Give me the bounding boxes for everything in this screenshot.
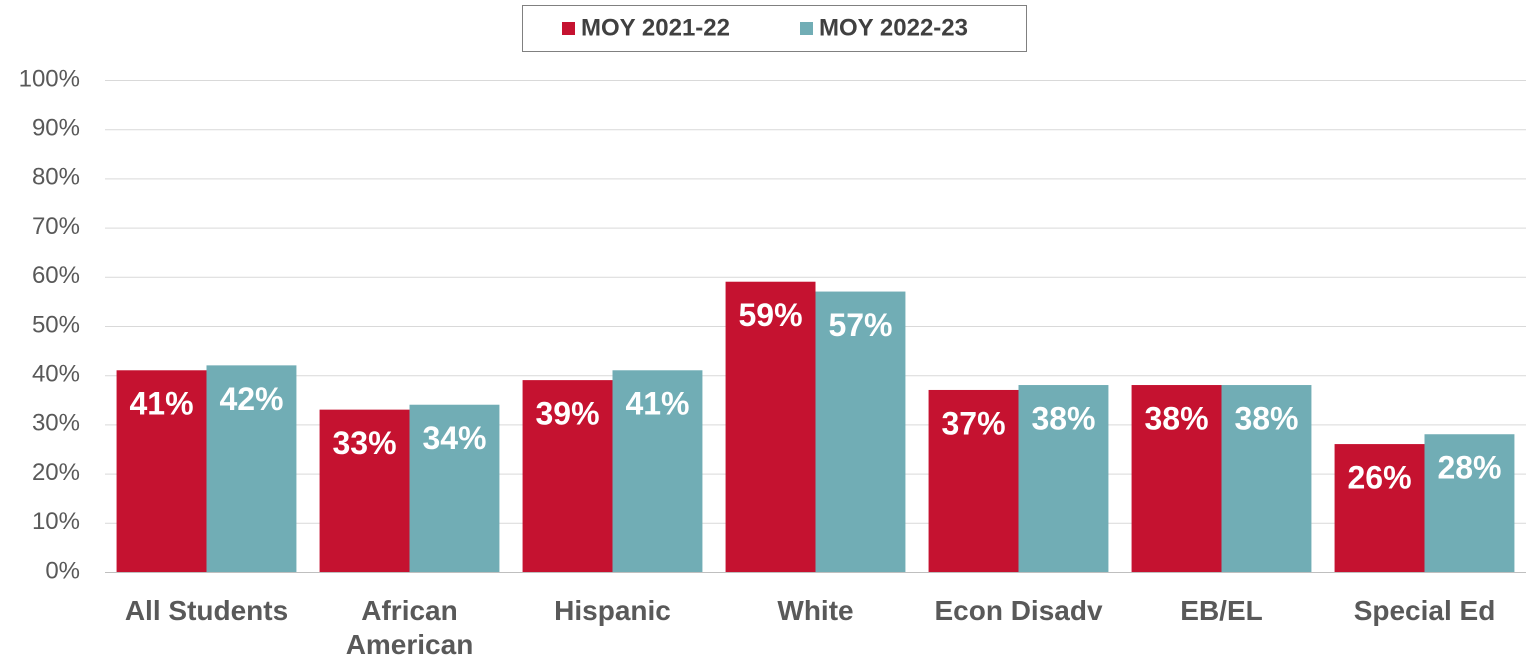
bar [1221,385,1312,572]
value-label: 39% [536,396,600,432]
y-tick-label: 30% [32,410,80,437]
x-tick-label: EB/EL [1180,595,1263,626]
y-tick-label: 20% [32,459,80,486]
y-tick-label: 90% [32,115,80,142]
value-label: 28% [1437,450,1501,486]
value-label: 38% [1145,400,1209,436]
x-tick-label: African American [345,595,474,660]
y-tick-label: 70% [32,213,80,240]
value-label: 33% [333,425,397,461]
x-tick-label: Hispanic [554,595,671,626]
value-label: 38% [1234,400,1298,436]
bar [1018,385,1109,572]
bar [1131,385,1222,572]
value-label: 41% [625,386,689,422]
y-tick-label: 50% [32,311,80,338]
value-label: 57% [828,307,892,343]
bar [815,291,906,572]
value-label: 37% [942,405,1006,441]
bar [928,389,1019,572]
y-tick-label: 0% [45,557,80,584]
value-label: 42% [219,381,283,417]
legend-label: MOY 2022-23 [819,14,968,41]
bar [1424,434,1515,572]
bar [522,380,613,572]
legend-box [522,5,1027,52]
legend-swatch [800,22,813,35]
bar [409,404,500,572]
bar [612,370,703,572]
y-tick-label: 40% [32,361,80,388]
legend-swatch [562,22,575,35]
y-tick-label: 80% [32,164,80,191]
x-tick-label: All Students [124,595,289,626]
bar [725,281,816,572]
y-tick-label: 10% [32,508,80,535]
bar [116,370,207,572]
value-label: 38% [1031,400,1095,436]
x-tick-label: Econ Disadv [934,595,1103,626]
y-tick-label: 60% [32,262,80,289]
value-label: 26% [1348,460,1412,496]
x-tick-label: Special Ed [1353,595,1496,626]
y-tick-label: 100% [19,65,80,92]
bar [319,409,410,572]
value-label: 59% [739,297,803,333]
value-label: 41% [130,386,194,422]
legend-label: MOY 2021-22 [581,14,730,41]
bar [206,365,297,572]
bar [1334,444,1425,572]
value-label: 34% [422,420,486,456]
x-tick-label: White [777,595,854,626]
